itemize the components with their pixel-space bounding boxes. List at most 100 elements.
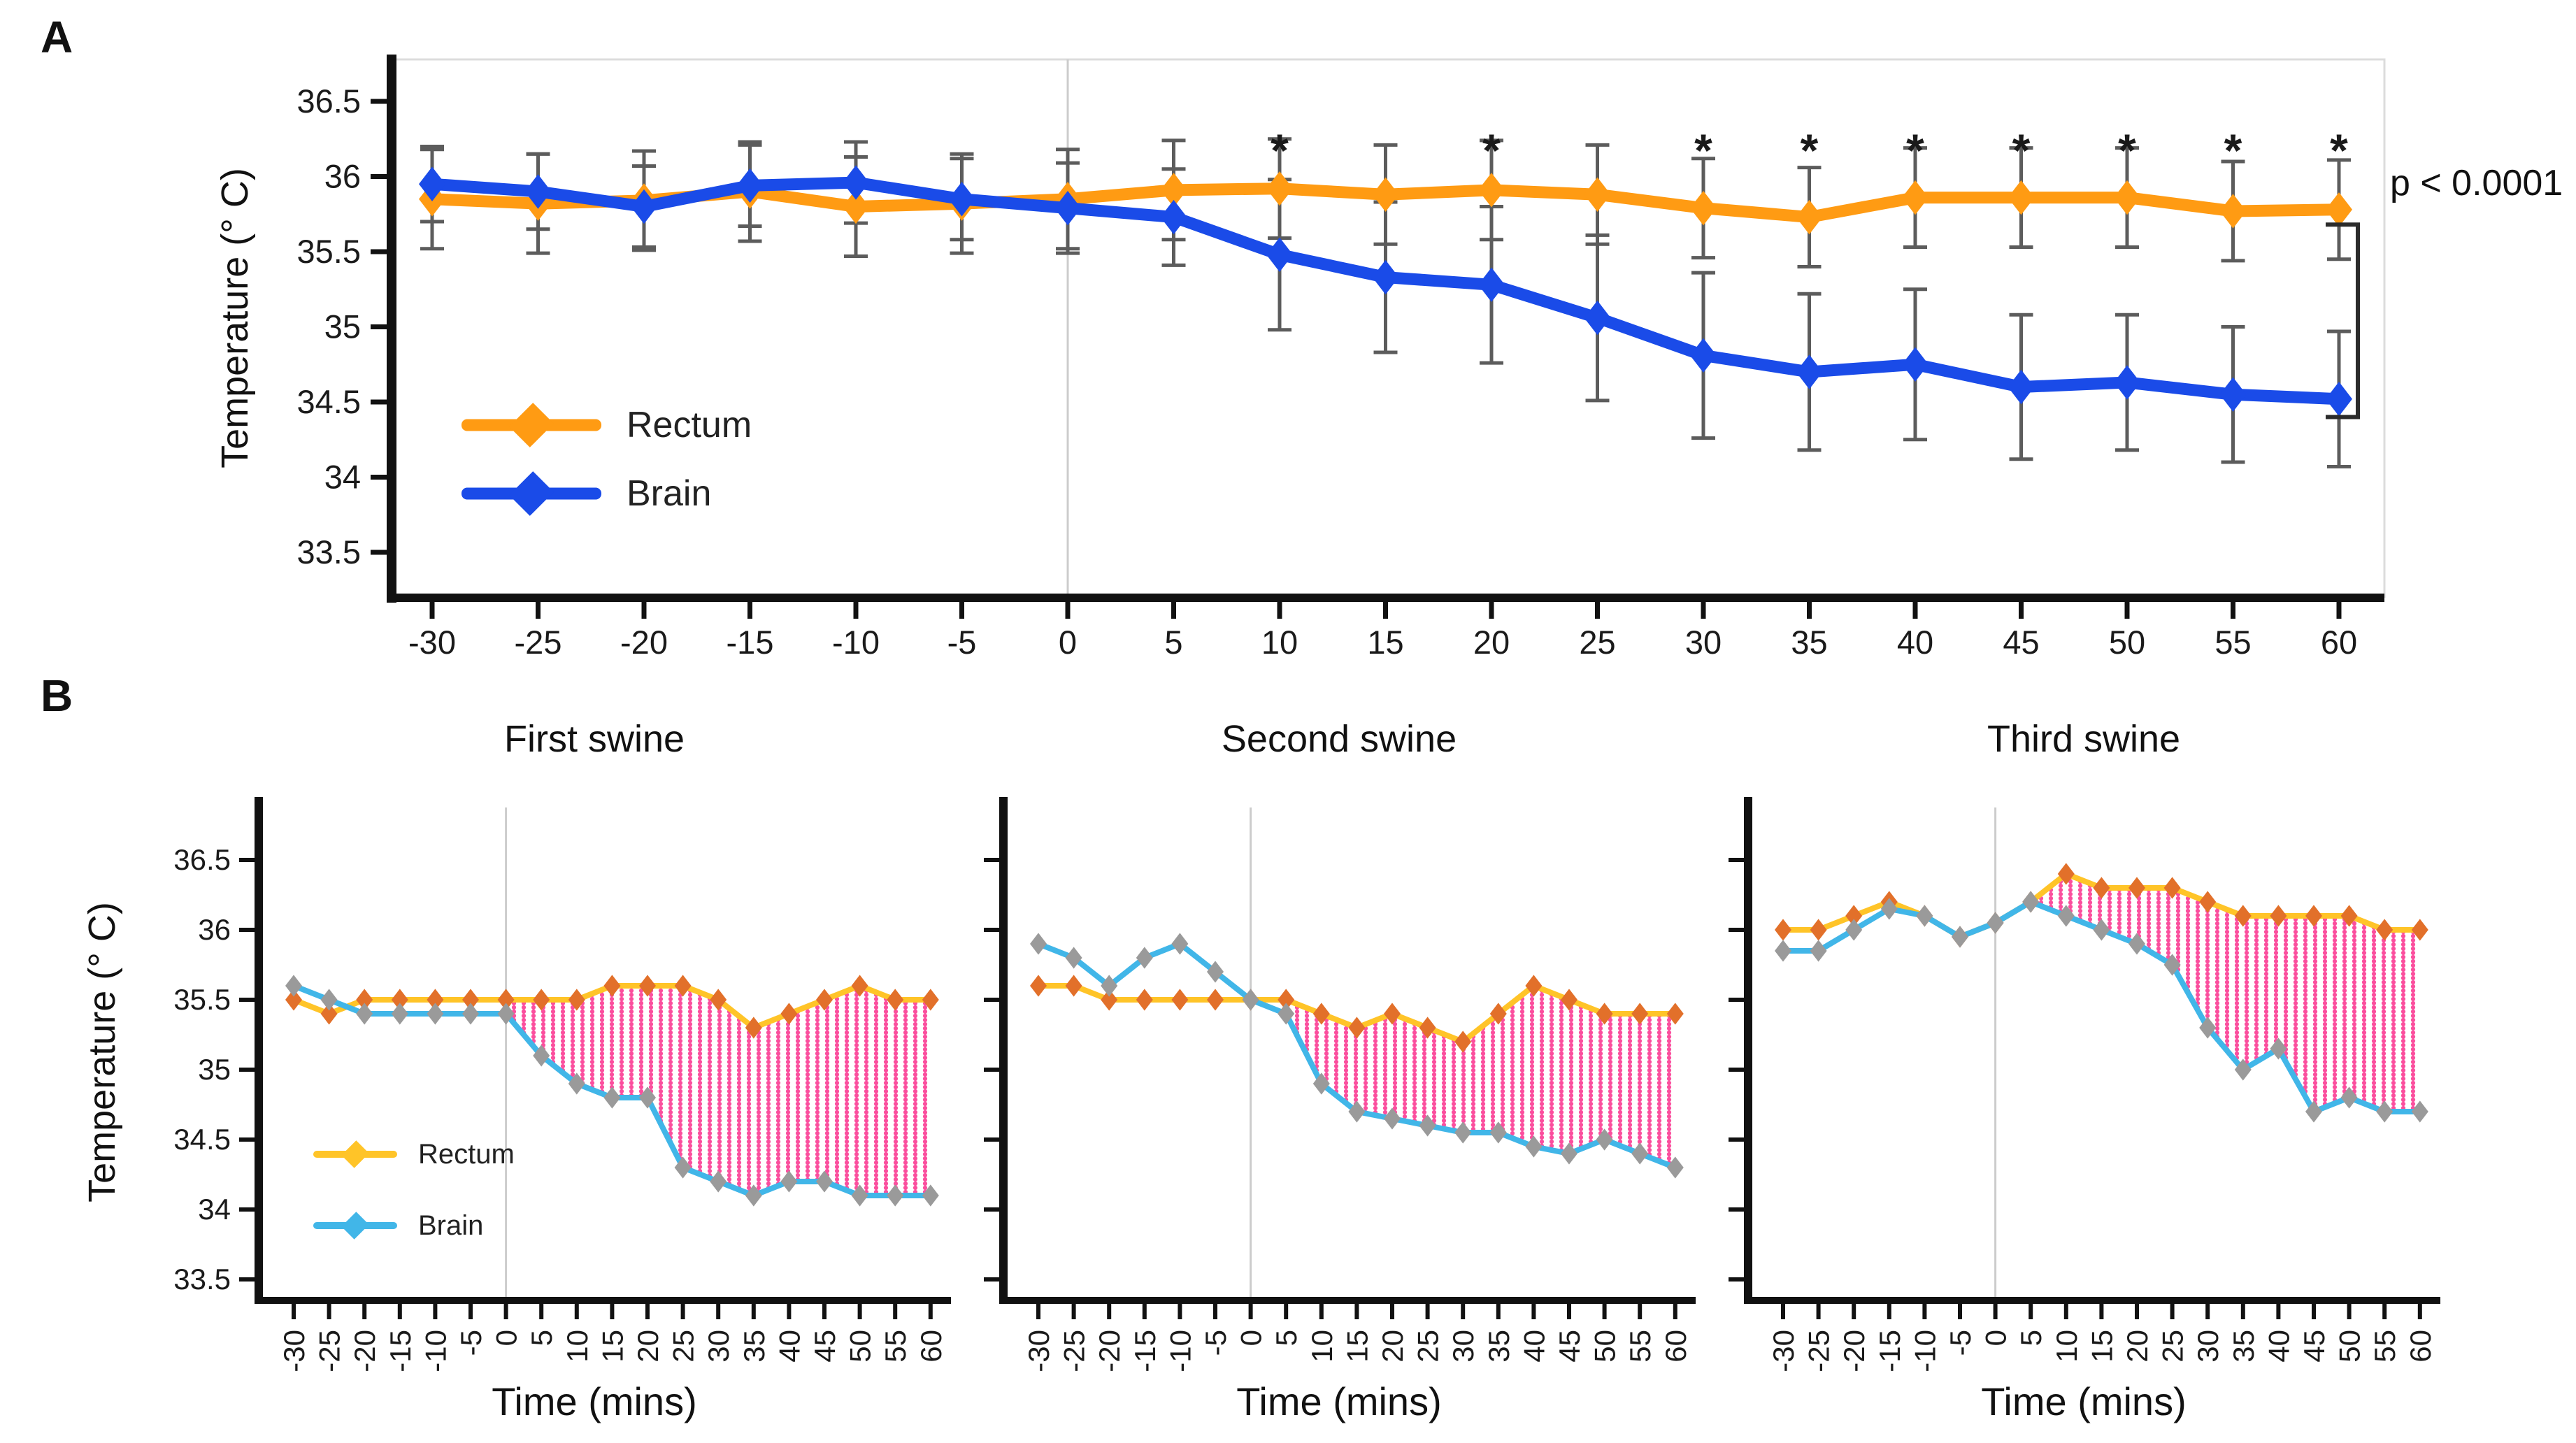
panel-b-legend: Rectum Brain [313, 1138, 515, 1281]
rectum-line-marker-icon [313, 1139, 397, 1170]
svg-text:60: 60 [915, 1330, 947, 1363]
svg-text:-30: -30 [1022, 1330, 1055, 1372]
svg-text:55: 55 [879, 1330, 912, 1363]
svg-text:5: 5 [2015, 1330, 2047, 1346]
svg-text:0: 0 [1980, 1330, 2012, 1346]
legend-label-rectum: Rectum [418, 1138, 515, 1170]
svg-text:0: 0 [1059, 624, 1077, 661]
third-swine-title: Third swine [1987, 718, 2181, 760]
svg-text:35: 35 [2227, 1330, 2260, 1363]
svg-text:-15: -15 [1873, 1330, 1906, 1372]
svg-text:-25: -25 [1803, 1330, 1836, 1372]
svg-text:*: * [1482, 124, 1501, 176]
svg-text:10: 10 [2050, 1330, 2083, 1363]
svg-text:10: 10 [1305, 1330, 1338, 1363]
third_swine-plot: -30 -25 -20 -15 -10 -5 0 5 10 15 20 25 30 35 40 45 50 55 6… [1729, 797, 2440, 1372]
svg-text:-10: -10 [1164, 1330, 1196, 1372]
svg-text:34: 34 [198, 1193, 231, 1226]
svg-text:-5: -5 [947, 624, 977, 661]
svg-text:60: 60 [2321, 624, 2357, 661]
svg-text:-15: -15 [384, 1330, 417, 1372]
brain-line-marker-icon [461, 469, 601, 518]
third-swine-x-axis-title: Time (mins) [1981, 1379, 2187, 1423]
svg-text:35: 35 [324, 308, 361, 345]
svg-text:0: 0 [1235, 1330, 1268, 1346]
svg-text:10: 10 [561, 1330, 594, 1363]
first_swine-plot: 36.5 36 35.5 35 34.5 34 33.5 -30 -25 -20 -15 -10 -5 0… [173, 797, 951, 1372]
panel-a-label: A [41, 12, 73, 62]
svg-text:-20: -20 [620, 624, 668, 661]
svg-text:*: * [2012, 124, 2031, 176]
svg-text:-20: -20 [1838, 1330, 1870, 1372]
svg-text:30: 30 [1447, 1330, 1480, 1363]
rectum-line-marker-icon [461, 401, 601, 450]
panel-a-legend-brain: Brain [461, 468, 752, 519]
svg-text:40: 40 [2262, 1330, 2295, 1363]
svg-text:*: * [1271, 124, 1289, 176]
svg-text:50: 50 [844, 1330, 877, 1363]
second_swine-plot: -30 -25 -20 -15 -10 -5 0 5 10 15 20 25 30 35 40 45 50 55 6… [984, 797, 1696, 1372]
svg-text:-25: -25 [515, 624, 562, 661]
panel-a-chart: * * * * * * * * * 36.5 36 35.5 35 34.5 34 33.5 -30 -25 -20… [297, 55, 2386, 661]
svg-text:*: * [2330, 124, 2348, 176]
svg-text:60: 60 [1659, 1330, 1692, 1363]
svg-text:25: 25 [1579, 624, 1615, 661]
svg-text:15: 15 [1340, 1330, 1373, 1363]
svg-text:60: 60 [2404, 1330, 2437, 1363]
legend-label-brain: Brain [418, 1209, 484, 1241]
panel-b-legend-rectum: Rectum [313, 1138, 515, 1170]
svg-text:15: 15 [596, 1330, 629, 1363]
svg-text:45: 45 [808, 1330, 841, 1363]
legend-label-brain: Brain [627, 473, 712, 514]
svg-text:0: 0 [490, 1330, 523, 1346]
svg-text:35: 35 [738, 1330, 771, 1363]
svg-text:-5: -5 [455, 1330, 487, 1356]
svg-text:35: 35 [1482, 1330, 1515, 1363]
svg-text:40: 40 [773, 1330, 806, 1363]
svg-text:36.5: 36.5 [297, 82, 361, 120]
svg-text:45: 45 [2003, 624, 2039, 661]
svg-text:33.5: 33.5 [297, 533, 361, 570]
svg-text:-30: -30 [1767, 1330, 1800, 1372]
brain-line-marker-icon [313, 1210, 397, 1241]
svg-text:36.5: 36.5 [173, 843, 231, 876]
svg-text:34: 34 [324, 459, 361, 496]
svg-text:34.5: 34.5 [297, 383, 361, 420]
svg-text:*: * [2118, 124, 2136, 176]
svg-text:50: 50 [1589, 1330, 1622, 1363]
svg-text:-30: -30 [408, 624, 456, 661]
svg-text:-25: -25 [313, 1330, 346, 1372]
svg-text:50: 50 [2333, 1330, 2366, 1363]
svg-text:-10: -10 [832, 624, 880, 661]
svg-text:20: 20 [631, 1330, 664, 1363]
legend-label-rectum: Rectum [627, 405, 752, 445]
panel-a-plot: * * * * * * * * * 36.5 36 35.5 35 34.5 34 33.5 -30 -25 -20… [297, 55, 2386, 661]
svg-text:20: 20 [2121, 1330, 2154, 1363]
panel-b-label: B [41, 670, 73, 721]
svg-text:*: * [1906, 124, 1924, 176]
panel-b-y-axis-title: Temperature (° C) [81, 902, 123, 1202]
svg-text:25: 25 [1412, 1330, 1445, 1363]
svg-text:-15: -15 [727, 624, 774, 661]
svg-text:40: 40 [1517, 1330, 1550, 1363]
panel-a-legend: Rectum Brain [461, 400, 752, 537]
svg-text:5: 5 [1164, 624, 1182, 661]
svg-text:20: 20 [1376, 1330, 1409, 1363]
svg-text:35: 35 [198, 1053, 231, 1086]
svg-text:-5: -5 [1944, 1330, 1977, 1356]
svg-text:45: 45 [2298, 1330, 2331, 1363]
svg-text:25: 25 [667, 1330, 700, 1363]
svg-text:-10: -10 [1908, 1330, 1941, 1372]
svg-text:15: 15 [1367, 624, 1403, 661]
svg-text:5: 5 [1270, 1330, 1303, 1346]
svg-text:*: * [1801, 124, 1819, 176]
svg-text:55: 55 [2214, 624, 2251, 661]
svg-text:30: 30 [2191, 1330, 2224, 1363]
svg-text:-20: -20 [348, 1330, 381, 1372]
svg-text:36: 36 [324, 158, 361, 195]
svg-text:-30: -30 [278, 1330, 310, 1372]
svg-text:45: 45 [1553, 1330, 1586, 1363]
svg-text:-20: -20 [1093, 1330, 1126, 1372]
svg-text:5: 5 [525, 1330, 558, 1346]
